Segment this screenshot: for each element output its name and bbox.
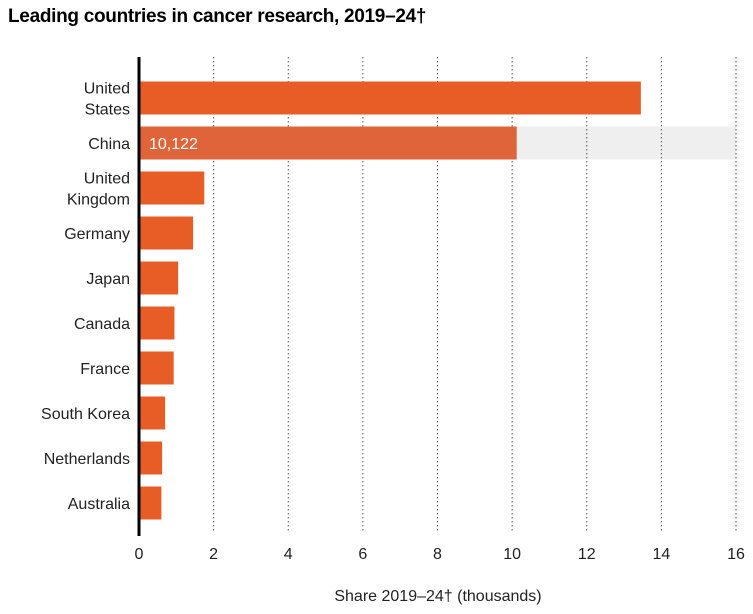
category-label: South Korea: [41, 406, 130, 423]
category-label: States: [85, 102, 130, 119]
bar: [139, 171, 205, 205]
data-label: 10,122: [149, 136, 198, 153]
x-tick-label: 2: [209, 546, 218, 563]
x-tick-label: 16: [727, 546, 745, 563]
chart-title: Leading countries in cancer research, 20…: [8, 6, 427, 27]
bar: [139, 126, 517, 160]
x-axis-title: Share 2019–24† (thousands): [334, 588, 541, 605]
x-tick-label: 4: [284, 546, 293, 563]
x-tick-label: 8: [433, 546, 442, 563]
bar: [139, 81, 641, 115]
category-label: Germany: [64, 226, 130, 243]
x-tick-label: 0: [135, 546, 144, 563]
category-label: United: [84, 171, 130, 188]
category-label: Japan: [86, 271, 130, 288]
category-label: China: [88, 136, 130, 153]
category-label: Kingdom: [67, 192, 130, 209]
category-label: United: [84, 81, 130, 98]
category-label: Australia: [68, 496, 130, 513]
bar: [139, 396, 166, 430]
x-tick-label: 12: [578, 546, 596, 563]
category-label: France: [80, 361, 130, 378]
bar: [139, 261, 179, 295]
x-tick-label: 6: [358, 546, 367, 563]
bar: [139, 486, 162, 520]
x-tick-label: 10: [503, 546, 521, 563]
bar: [139, 216, 194, 250]
x-tick-label: 14: [652, 546, 670, 563]
bar: [139, 441, 163, 475]
category-label: Canada: [74, 316, 130, 333]
category-label: Netherlands: [44, 451, 130, 468]
bar: [139, 351, 174, 385]
bar: [139, 306, 175, 340]
